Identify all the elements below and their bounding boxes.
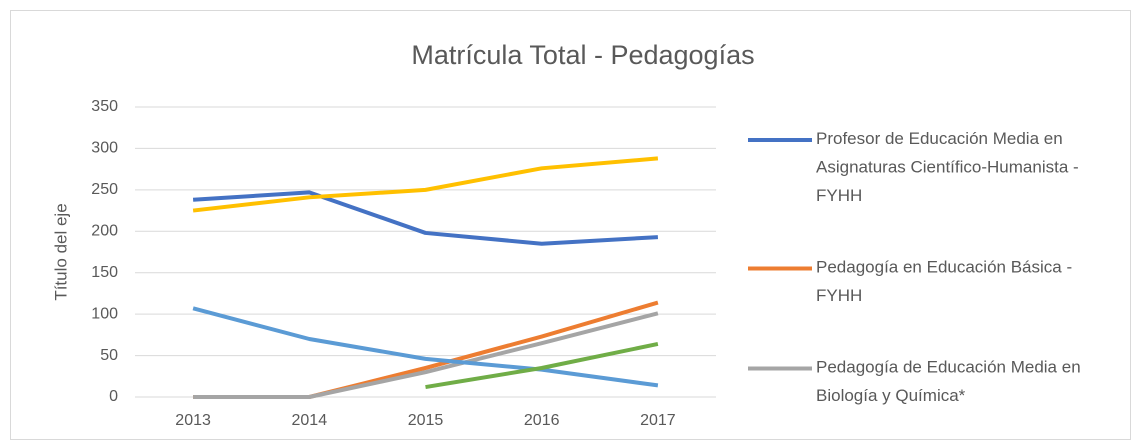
y-tick-label: 350 <box>91 98 118 115</box>
legend-label: Pedagogía de Educación Media en Biología … <box>816 358 1081 406</box>
series-line <box>192 156 659 213</box>
y-tick-label: 100 <box>91 305 118 322</box>
legend-line: Pedagogía en Educación Básica - <box>816 258 1072 277</box>
legend-line: Biología y Química* <box>816 386 966 405</box>
legend-line: FYHH <box>816 186 862 205</box>
series-line <box>192 306 659 388</box>
x-tick-label: 2017 <box>640 412 676 429</box>
y-tick-label: 200 <box>91 223 118 240</box>
legend-label: Profesor de Educación Media en Asignatura… <box>816 129 1079 205</box>
series-line <box>192 190 659 246</box>
legend-line: Asignaturas Científico-Humanista - <box>816 158 1079 177</box>
y-axis-title: Título del eje <box>51 203 70 300</box>
x-tick-label: 2013 <box>175 412 211 429</box>
legend-line: Pedagogía de Educación Media en <box>816 358 1081 377</box>
x-tick-label: 2016 <box>524 412 560 429</box>
y-tick-label: 150 <box>91 264 118 281</box>
series-line <box>193 311 659 399</box>
x-tick-label: 2014 <box>292 412 328 429</box>
legend-label: Pedagogía en Educación Básica - FYHH <box>816 258 1072 306</box>
legend-line: Profesor de Educación Media en <box>816 129 1063 148</box>
y-tick-label: 0 <box>109 388 118 405</box>
chart-title: Matrícula Total - Pedagogías <box>411 40 754 70</box>
x-tick-label: 2015 <box>408 412 444 429</box>
y-tick-label: 300 <box>91 140 118 157</box>
series-line <box>425 342 659 390</box>
y-tick-label: 250 <box>91 181 118 198</box>
y-tick-label: 50 <box>100 347 118 364</box>
chart-border <box>10 10 1131 440</box>
legend-line: FYHH <box>816 286 862 305</box>
